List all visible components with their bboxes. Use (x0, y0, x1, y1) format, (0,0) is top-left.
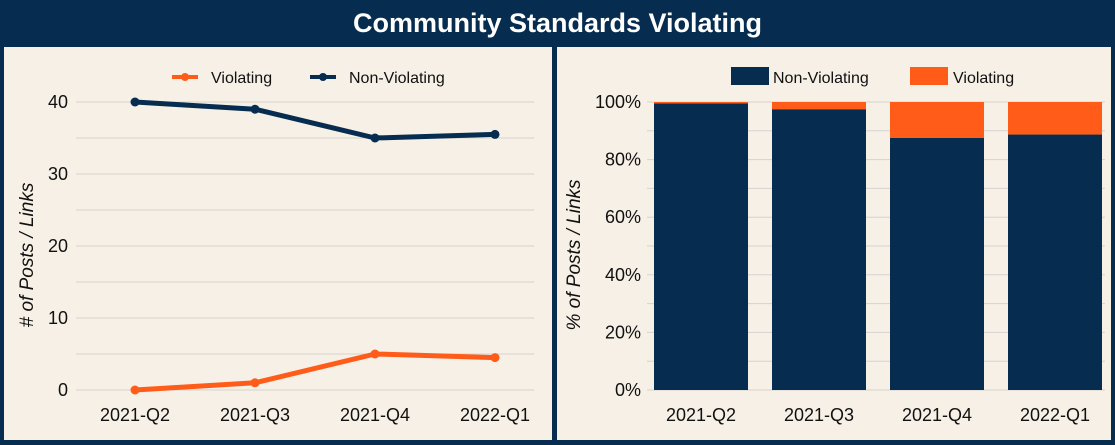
bar-segment-violating (1008, 102, 1102, 135)
bar-y-tick-label: 0% (615, 380, 641, 400)
line-chart-panel: 0 10 20 30 40 2021-Q2 2021-Q3 2021-Q4 2022-Q1 #… (4, 47, 552, 440)
data-point-non-violating (490, 129, 500, 139)
line-x-tick-label: 2021-Q3 (220, 405, 290, 425)
data-point-violating (250, 378, 260, 388)
data-point-non-violating (250, 104, 260, 114)
stacked-bar-chart: 0% 20% 40% 60% 80% 100% 2021-Q2 2021-Q3 2021-Q4… (564, 67, 1105, 425)
bar-segment-violating (654, 102, 748, 104)
line-y-tick-label: 40 (48, 92, 68, 112)
bar-segment-violating (890, 102, 984, 138)
line-y-tick-label: 20 (48, 236, 68, 256)
legend-violating-marker-icon (181, 73, 189, 81)
line-x-tick-label: 2022-Q1 (460, 405, 530, 425)
line-y-axis-label: # of Posts / Links (17, 182, 38, 327)
chart-title: Community Standards Violating (0, 0, 1115, 46)
line-x-tick-label: 2021-Q4 (340, 405, 410, 425)
bar-segment-non-violating (772, 109, 866, 390)
bar-y-tick-label: 60% (605, 207, 641, 227)
series-line-violating (132, 351, 498, 393)
line-x-tick-label: 2021-Q2 (100, 405, 170, 425)
bar-x-tick-label: 2022-Q1 (1020, 405, 1090, 425)
line-y-tick-label: 10 (48, 308, 68, 328)
bar-x-tick-label: 2021-Q4 (902, 405, 972, 425)
line-legend: Violating Non-Violating (172, 70, 445, 87)
bar-chart-panel: 0% 20% 40% 60% 80% 100% 2021-Q2 2021-Q3 2021-Q4… (557, 47, 1111, 440)
bar-y-axis-label: % of Posts / Links (564, 179, 585, 331)
bar-segment-non-violating (890, 138, 984, 390)
bar-y-tick-label: 100% (595, 92, 641, 112)
data-point-violating (130, 385, 140, 395)
bar-legend: Non-Violating Violating (731, 67, 1014, 87)
line-y-tick-label: 30 (48, 164, 68, 184)
bar-x-tick-label: 2021-Q3 (784, 405, 854, 425)
data-point-non-violating (370, 133, 380, 143)
legend-non-violating-label: Non-Violating (773, 70, 869, 87)
bar-segment-non-violating (1008, 134, 1102, 390)
data-point-violating (370, 349, 380, 359)
data-point-non-violating (130, 97, 140, 107)
bar-y-tick-label: 40% (605, 265, 641, 285)
data-point-violating (490, 353, 500, 363)
bar-y-tick-label: 80% (605, 150, 641, 170)
legend-non-violating-marker-icon (319, 73, 327, 81)
line-y-tick-label: 0 (58, 380, 68, 400)
legend-violating-label: Violating (211, 70, 272, 87)
legend-non-violating-label: Non-Violating (349, 70, 445, 87)
legend-violating-label: Violating (953, 70, 1014, 87)
legend-violating-swatch-icon (910, 67, 948, 85)
line-chart: 0 10 20 30 40 2021-Q2 2021-Q3 2021-Q4 2022-Q1 #… (17, 70, 534, 425)
series-line-non-violating (132, 99, 498, 141)
legend-non-violating-swatch-icon (731, 67, 769, 85)
bar-y-tick-label: 20% (605, 322, 641, 342)
bar-x-tick-label: 2021-Q2 (666, 405, 736, 425)
bar-segment-violating (772, 102, 866, 110)
bar-segment-non-violating (654, 103, 748, 390)
